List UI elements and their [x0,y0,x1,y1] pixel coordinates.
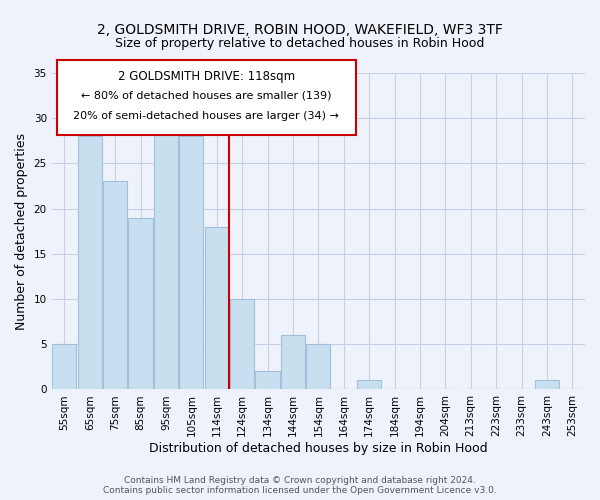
Text: 2, GOLDSMITH DRIVE, ROBIN HOOD, WAKEFIELD, WF3 3TF: 2, GOLDSMITH DRIVE, ROBIN HOOD, WAKEFIEL… [97,22,503,36]
Bar [230,299,254,390]
Bar [281,335,305,390]
Bar [179,136,203,390]
Bar [128,218,152,390]
Text: 20% of semi-detached houses are larger (34) →: 20% of semi-detached houses are larger (… [73,111,339,121]
Bar [535,380,559,390]
Text: Size of property relative to detached houses in Robin Hood: Size of property relative to detached ho… [115,38,485,51]
Bar [306,344,331,390]
X-axis label: Distribution of detached houses by size in Robin Hood: Distribution of detached houses by size … [149,442,488,455]
FancyBboxPatch shape [57,60,356,134]
Text: Contains HM Land Registry data © Crown copyright and database right 2024.
Contai: Contains HM Land Registry data © Crown c… [103,476,497,495]
Bar [154,127,178,390]
Text: 2 GOLDSMITH DRIVE: 118sqm: 2 GOLDSMITH DRIVE: 118sqm [118,70,295,82]
Y-axis label: Number of detached properties: Number of detached properties [15,132,28,330]
Bar [103,182,127,390]
Bar [256,372,280,390]
Text: ← 80% of detached houses are smaller (139): ← 80% of detached houses are smaller (13… [81,90,332,101]
Bar [77,136,102,390]
Bar [52,344,76,390]
Bar [205,226,229,390]
Bar [357,380,381,390]
